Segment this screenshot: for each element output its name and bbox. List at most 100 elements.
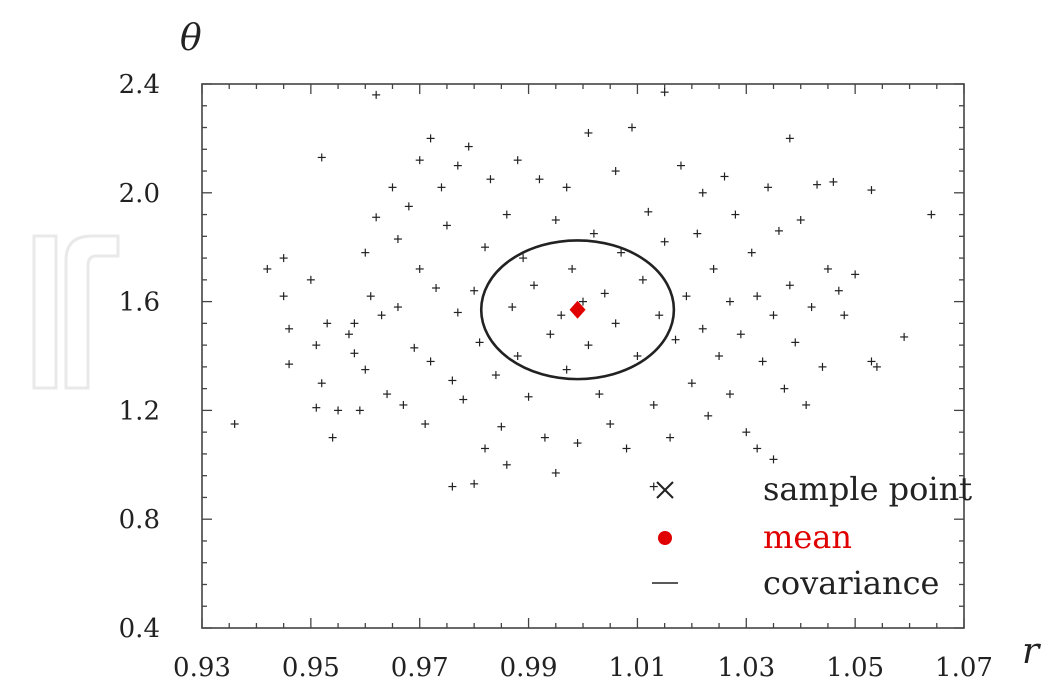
legend-label-covariance: covariance <box>763 564 939 602</box>
sample-point <box>530 281 539 290</box>
sample-point <box>660 237 669 246</box>
sample-point <box>796 216 805 224</box>
sample-point <box>704 411 713 420</box>
sample-point <box>263 264 272 273</box>
sample-point <box>350 319 359 328</box>
sample-point <box>834 286 843 295</box>
sample-point <box>579 297 587 306</box>
sample-point <box>426 357 435 366</box>
sample-point <box>818 362 827 371</box>
sample-point <box>791 338 800 347</box>
sample-point <box>780 384 789 393</box>
x-tick-label: 1.03 <box>717 653 775 683</box>
sample-point <box>383 390 392 399</box>
y-axis-ticks <box>202 83 964 629</box>
legend-mean-dot <box>658 531 672 545</box>
x-tick-label: 1.07 <box>935 653 993 683</box>
sample-point <box>709 264 718 273</box>
sample-point <box>606 420 615 428</box>
sample-point <box>372 90 381 99</box>
y-tick-label: 0.8 <box>119 505 160 535</box>
sample-point <box>851 270 860 279</box>
sample-point <box>813 180 822 189</box>
sample-point <box>377 311 386 320</box>
mean-marker-group <box>569 300 586 319</box>
covariance-ellipse <box>479 239 676 381</box>
sample-point <box>829 177 838 186</box>
sample-point <box>453 308 462 317</box>
watermark-graphic <box>32 234 120 390</box>
sample-point <box>502 210 511 219</box>
sample-point <box>432 284 441 292</box>
sample-point <box>355 406 364 415</box>
sample-point <box>633 352 642 360</box>
sample-point <box>317 379 326 388</box>
sample-point <box>426 134 435 143</box>
sample-point <box>285 360 294 369</box>
sample-point <box>481 243 490 252</box>
sample-point <box>306 275 315 284</box>
sample-point <box>513 352 522 360</box>
legend-label-sample-point: sample point <box>763 470 972 508</box>
sample-point <box>508 303 517 312</box>
sample-point <box>638 275 647 284</box>
sample-point <box>807 303 816 312</box>
sample-point <box>562 365 571 374</box>
sample-point <box>584 341 593 350</box>
sample-point <box>649 400 658 409</box>
x-tick-label: 0.95 <box>282 653 340 683</box>
sample-point <box>464 142 473 151</box>
sample-point <box>421 420 430 428</box>
sample-point <box>785 134 794 143</box>
sample-point <box>715 352 724 360</box>
sample-point <box>649 482 658 491</box>
sample-point <box>872 362 881 371</box>
sample-point <box>736 330 745 339</box>
sample-point <box>393 303 402 312</box>
sample-point <box>481 444 490 453</box>
y-tick-label: 2.4 <box>119 70 160 100</box>
sample-point <box>366 292 375 301</box>
sample-point <box>393 235 402 244</box>
sample-point <box>279 254 288 263</box>
sample-point <box>410 343 419 352</box>
sample-point <box>622 444 631 453</box>
x-tick-label: 0.97 <box>391 653 449 683</box>
sample-point <box>627 123 636 132</box>
sample-point <box>666 433 675 442</box>
sample-point <box>372 213 381 222</box>
sample-point <box>334 406 343 415</box>
sample-point <box>693 229 702 238</box>
sample-point <box>519 254 528 263</box>
sample-point <box>698 324 707 333</box>
sample-point <box>584 128 593 137</box>
x-tick-label: 1.05 <box>826 653 884 683</box>
sample-point <box>317 153 326 162</box>
sample-point <box>312 341 321 350</box>
y-tick-label: 2.0 <box>119 179 160 209</box>
sample-point <box>720 172 729 181</box>
sample-point <box>502 460 511 469</box>
sample-point <box>769 455 778 464</box>
sample-point <box>399 400 408 409</box>
sample-point <box>323 319 332 328</box>
sample-point <box>747 248 756 257</box>
x-axis-tick-labels: 0.93 0.95 0.97 0.99 1.01 1.03 1.05 1.07 <box>173 653 993 683</box>
y-tick-label: 0.4 <box>119 614 160 644</box>
sample-point <box>551 468 560 477</box>
sample-point <box>350 349 359 358</box>
sample-point <box>448 482 457 491</box>
sample-point <box>388 183 397 192</box>
sample-point <box>927 210 936 219</box>
sample-point <box>731 210 740 219</box>
sample-point <box>823 264 832 273</box>
sample-point <box>753 444 762 453</box>
sample-point <box>568 264 577 273</box>
sample-point <box>774 226 783 235</box>
sample-point <box>600 289 609 298</box>
sample-point <box>725 390 734 399</box>
sample-point <box>344 330 353 339</box>
x-axis-label: r <box>1022 631 1041 672</box>
sample-point <box>497 422 506 431</box>
